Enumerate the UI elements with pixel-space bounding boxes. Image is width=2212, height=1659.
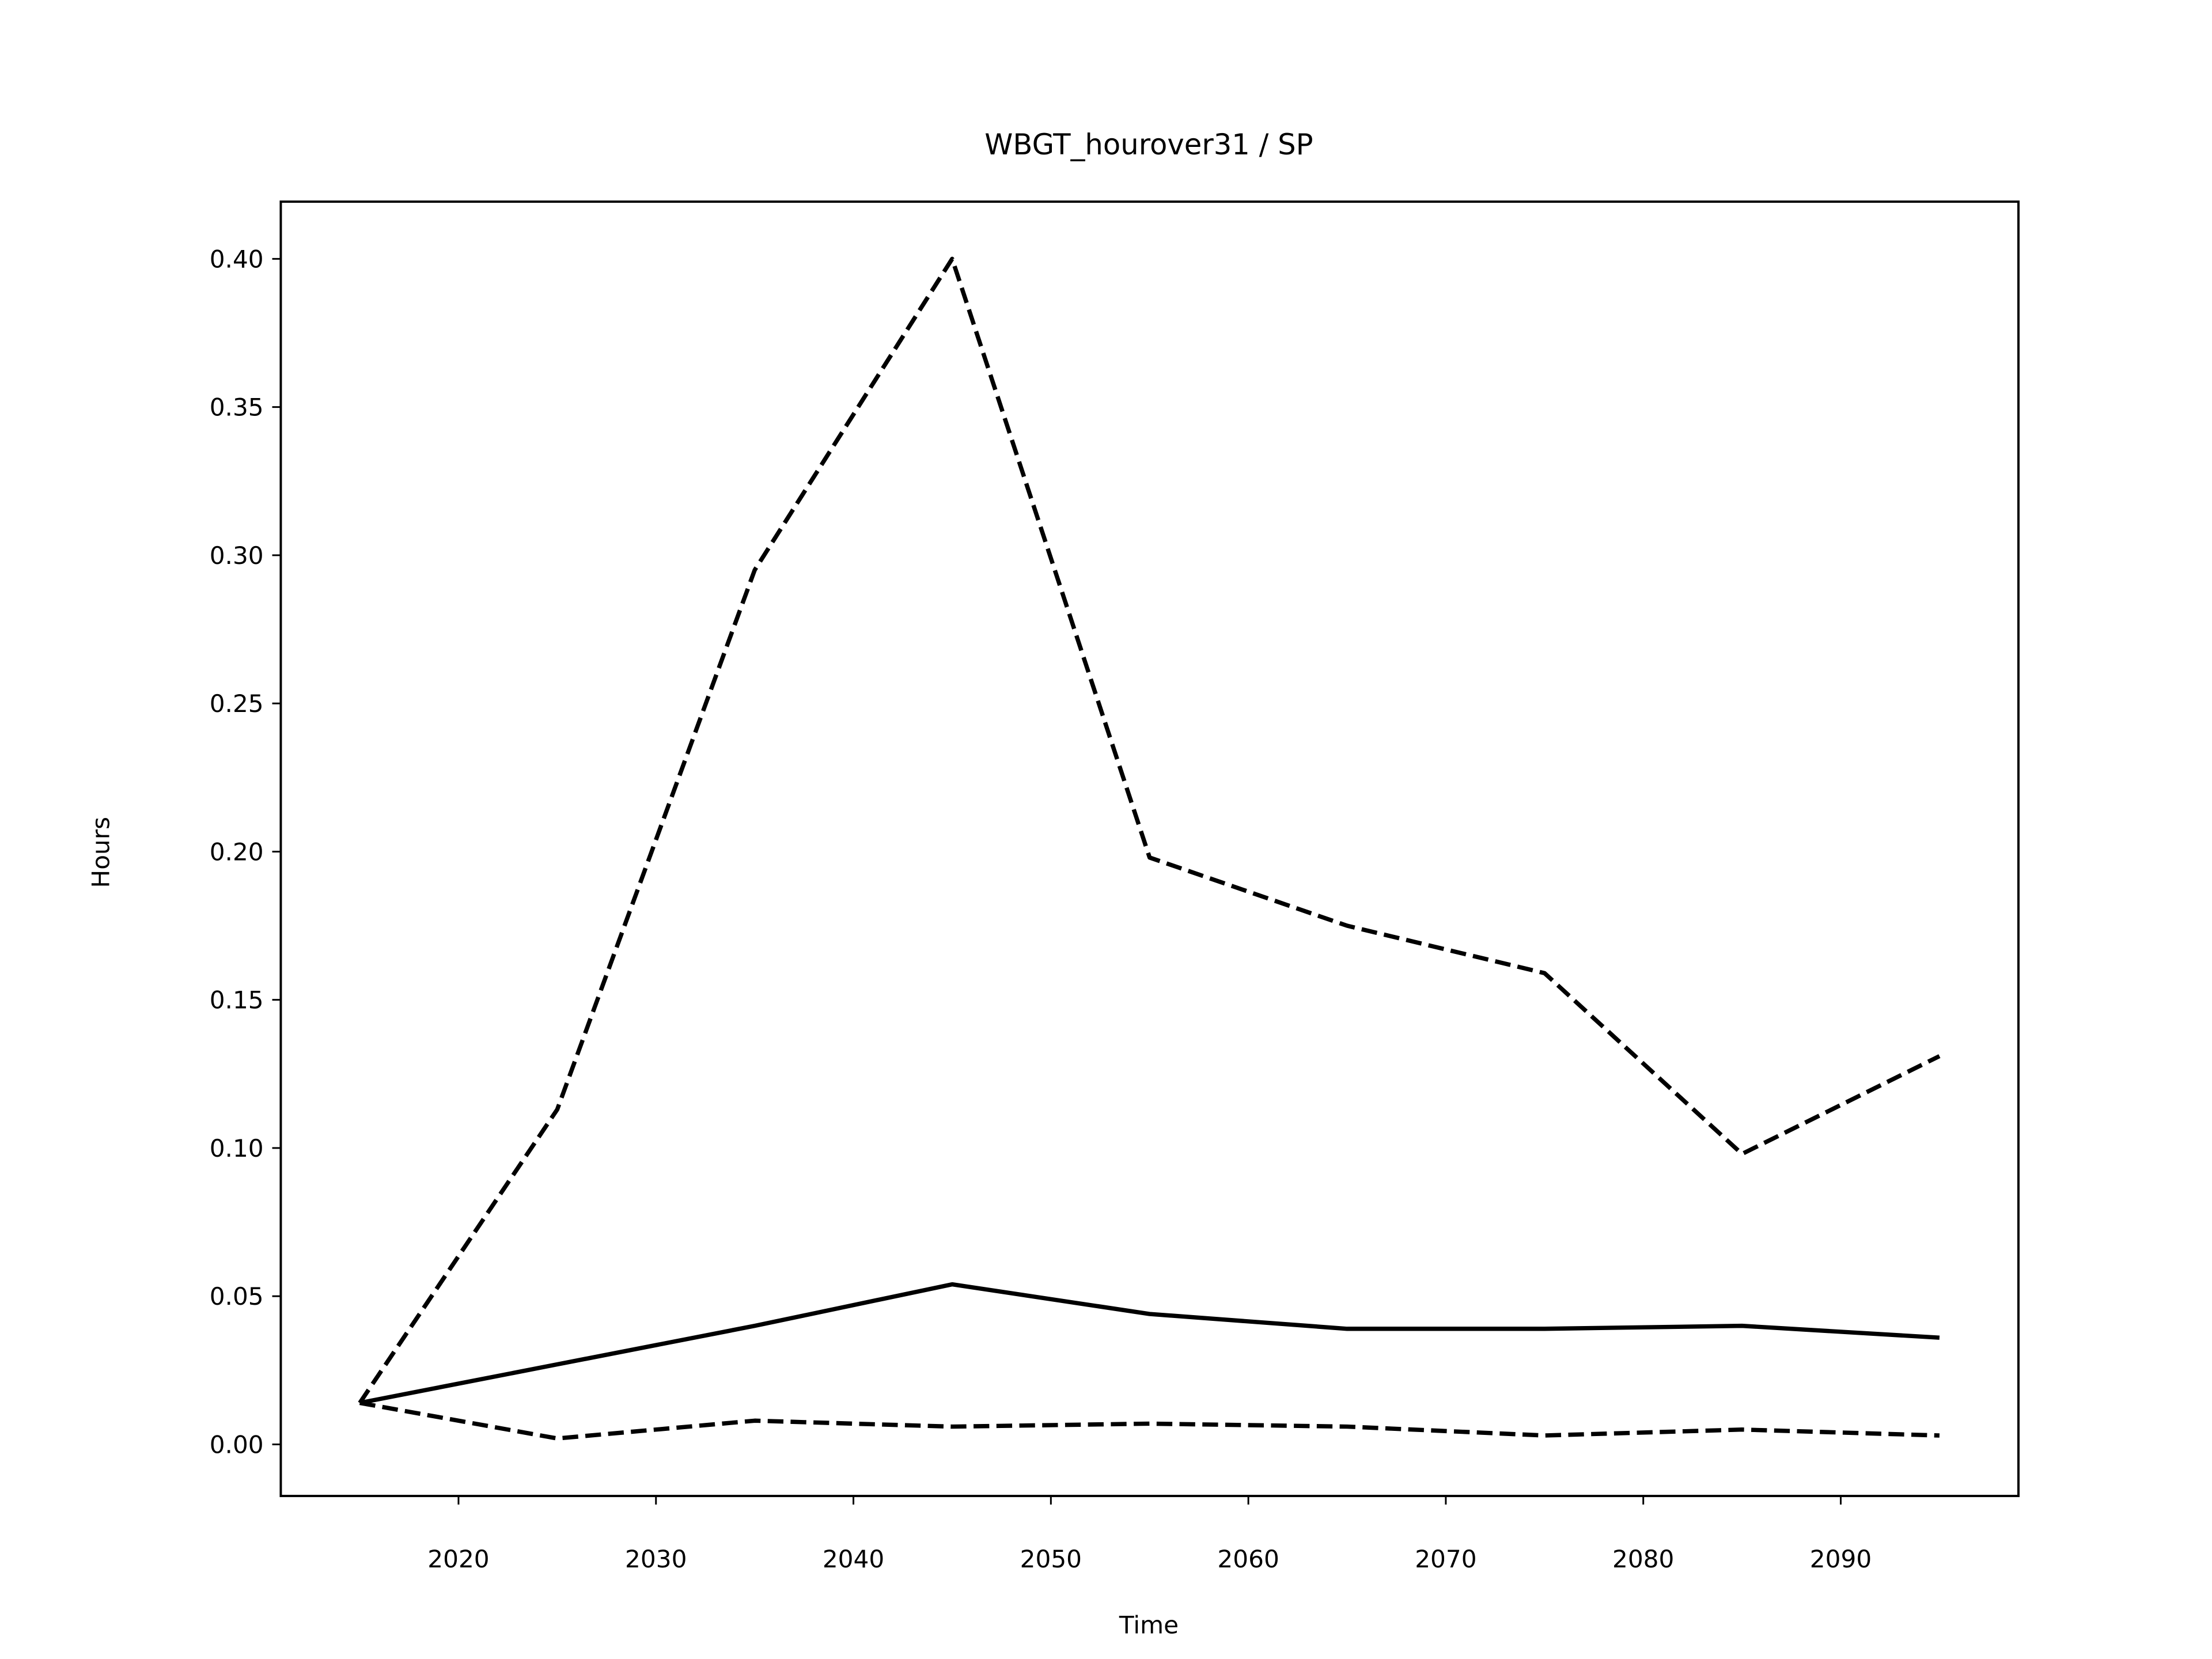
- x-tick-label: 2040: [823, 1545, 884, 1573]
- y-tick-label: 0.05: [210, 1282, 264, 1310]
- y-tick-label: 0.20: [210, 838, 264, 866]
- x-tick-label: 2080: [1612, 1545, 1674, 1573]
- y-axis-label: Hours: [87, 817, 115, 888]
- x-tick-label: 2090: [1810, 1545, 1872, 1573]
- y-tick-label: 0.15: [210, 986, 264, 1014]
- y-tick-label: 0.00: [210, 1430, 264, 1459]
- plot-frame: [279, 200, 2020, 1497]
- line-series: [359, 1400, 1940, 1441]
- x-tick-label: 2020: [427, 1545, 489, 1573]
- y-tick-label: 0.25: [210, 690, 264, 718]
- x-tick-label: 2030: [625, 1545, 687, 1573]
- y-tick-label: 0.10: [210, 1134, 264, 1162]
- line-series: [359, 1282, 1940, 1406]
- x-tick-label: 2060: [1217, 1545, 1279, 1573]
- x-tick-label: 2050: [1020, 1545, 1082, 1573]
- y-tick-label: 0.40: [210, 245, 264, 273]
- y-tick-label: 0.35: [210, 393, 264, 422]
- x-axis-label: Time: [1119, 1611, 1179, 1639]
- x-tick-label: 2070: [1415, 1545, 1476, 1573]
- chart-title: WBGT_hourover31 / SP: [984, 128, 1313, 161]
- y-tick-label: 0.30: [210, 541, 264, 570]
- line-series: [358, 256, 1941, 1404]
